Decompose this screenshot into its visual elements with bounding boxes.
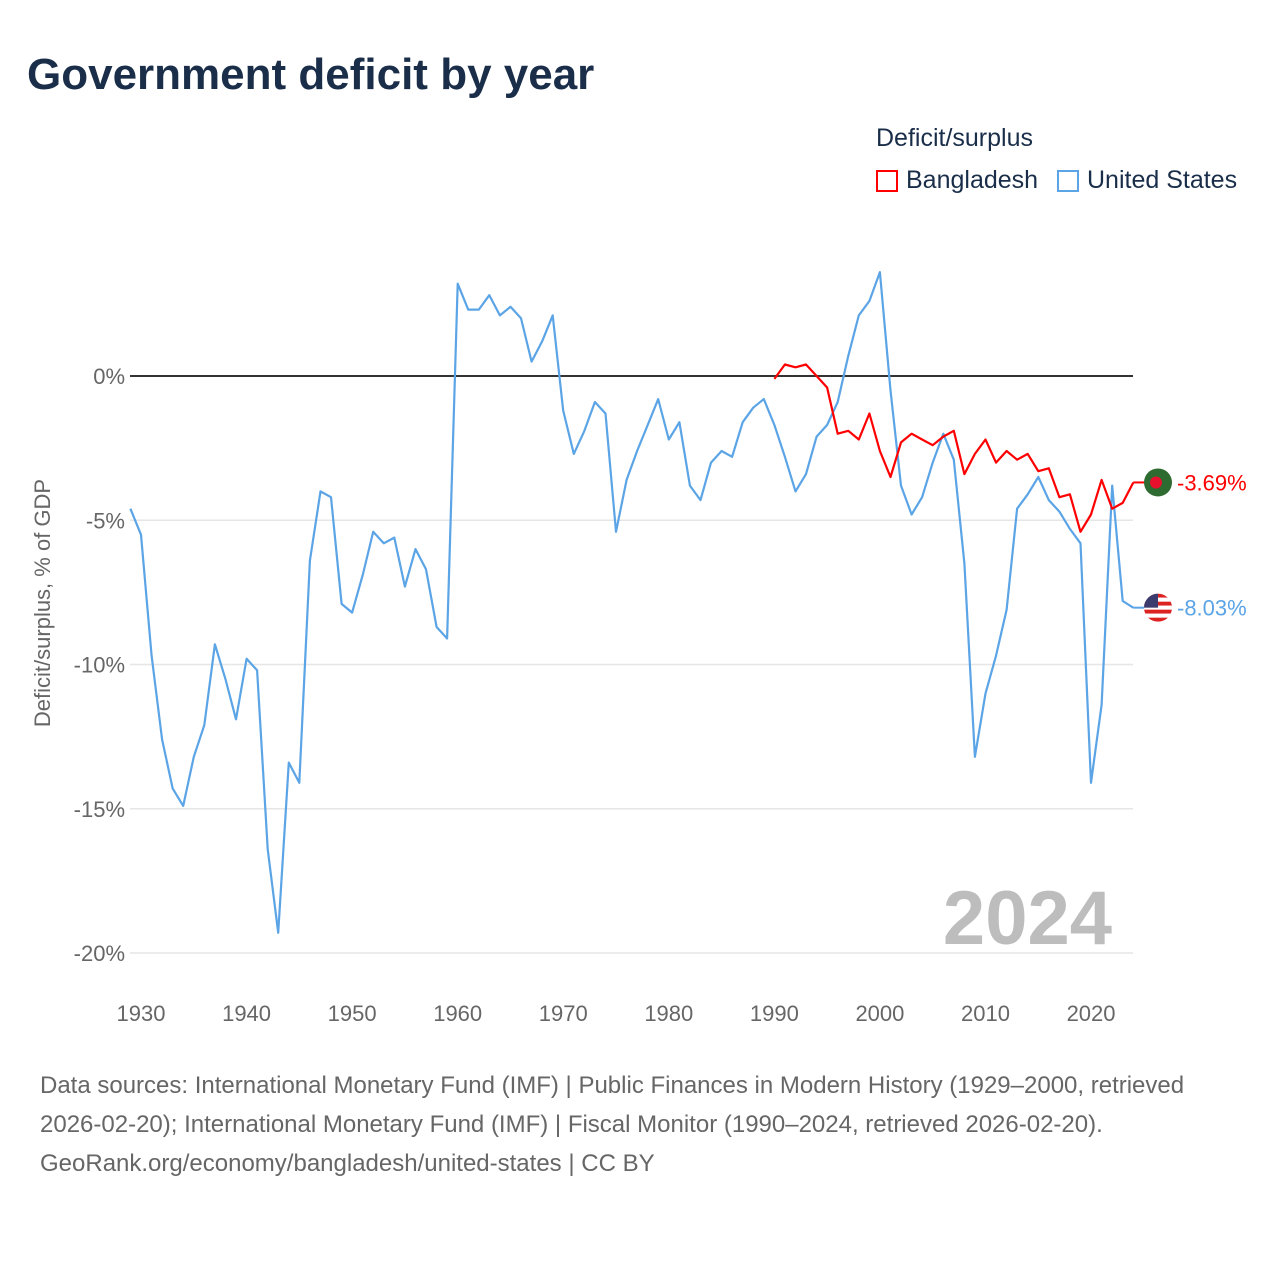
data-sources: Data sources: International Monetary Fun… [40, 1072, 1185, 1138]
y-tick-label: -20% [74, 941, 125, 966]
series-line-bangladesh [773, 363, 1135, 533]
chart-title: Government deficit by year [27, 50, 595, 99]
x-tick-label: 1970 [539, 1001, 588, 1026]
footer: Data sources: International Monetary Fun… [40, 1066, 1240, 1183]
legend-item-bangladesh[interactable]: Bangladesh [876, 166, 1038, 195]
x-tick-label: 1940 [222, 1001, 271, 1026]
series-line-united-states [129, 271, 1134, 934]
x-tick-label: 1960 [433, 1001, 482, 1026]
x-tick-label: 2000 [855, 1001, 904, 1026]
end-value-label: -3.69% [1177, 470, 1247, 495]
legend-swatch [1057, 169, 1079, 192]
legend-label: Bangladesh [906, 166, 1039, 194]
x-tick-label: 2010 [961, 1001, 1010, 1026]
legend-item-united-states[interactable]: United States [1057, 166, 1237, 195]
year-watermark: 2024 [943, 876, 1112, 961]
x-tick-label: 1950 [328, 1001, 377, 1026]
x-tick-label: 2020 [1067, 1001, 1116, 1026]
y-tick-label: -5% [86, 508, 125, 533]
y-tick-label: -15% [74, 797, 125, 822]
legend-title: Deficit/surplus [876, 124, 1033, 152]
us-flag-icon [1144, 593, 1172, 622]
x-tick-label: 1990 [750, 1001, 799, 1026]
y-tick-label: -10% [74, 653, 125, 678]
line-chart: 0% -5% -10% -15% -20% 1930 1940 1950 1960 1970 198… [30, 271, 1247, 1026]
end-value-label: -8.03% [1177, 596, 1247, 621]
legend-swatch [876, 169, 898, 192]
bangladesh-flag-dot [1150, 476, 1162, 489]
y-tick-label: 0% [93, 364, 125, 389]
credit-link[interactable]: GeoRank.org/economy/bangladesh/united-st… [40, 1150, 655, 1177]
legend-label: United States [1087, 166, 1238, 194]
x-tick-label: 1930 [117, 1001, 166, 1026]
y-axis-label: Deficit/surplus, % of GDP [30, 479, 55, 727]
x-tick-label: 1980 [644, 1001, 693, 1026]
